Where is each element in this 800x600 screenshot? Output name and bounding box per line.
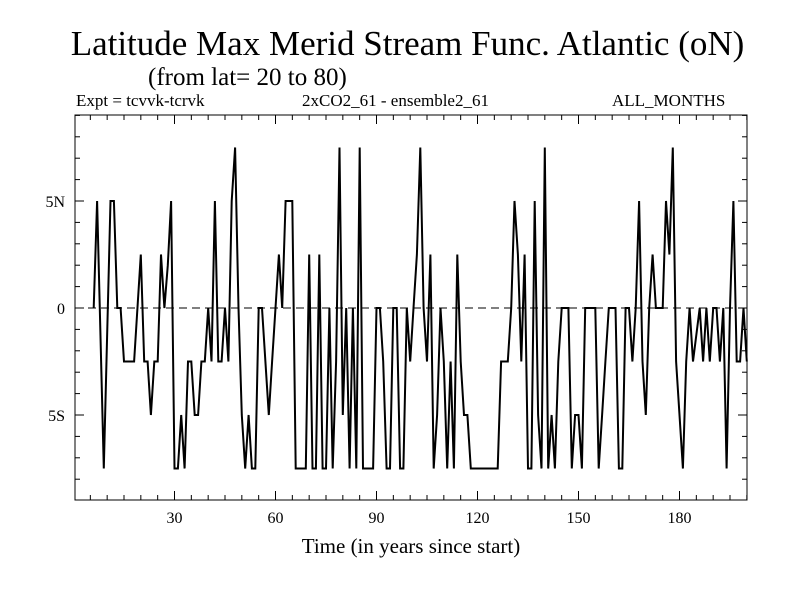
x-axis-label: Time (in years since start): [302, 534, 521, 558]
x-tick-label: 30: [167, 510, 183, 527]
plot-frame: [74, 114, 748, 501]
x-tick-label: 90: [369, 510, 385, 527]
ensemble-label: 2xCO2_61 - ensemble2_61: [302, 91, 489, 110]
y-tick-label: 5S: [48, 408, 65, 425]
x-tick-label: 120: [466, 510, 490, 527]
x-tick-label: 150: [567, 510, 591, 527]
chart-subtitle: (from lat= 20 to 80): [148, 64, 347, 91]
axis-ticks: [75, 114, 748, 500]
experiment-label: Expt = tcvvk-tcrvk: [76, 91, 205, 110]
x-tick-label: 180: [668, 510, 692, 527]
y-tick-label: 5N: [45, 194, 65, 211]
axis-tick-labels: 30 60 90 120 150 180 5N 0 5S: [45, 194, 691, 527]
series-line: [92, 147, 748, 470]
chart-title: Latitude Max Merid Stream Func. Atlantic…: [70, 24, 745, 63]
x-tick-label: 60: [268, 510, 284, 527]
months-label: ALL_MONTHS: [612, 91, 726, 110]
y-tick-label: 0: [57, 301, 65, 318]
